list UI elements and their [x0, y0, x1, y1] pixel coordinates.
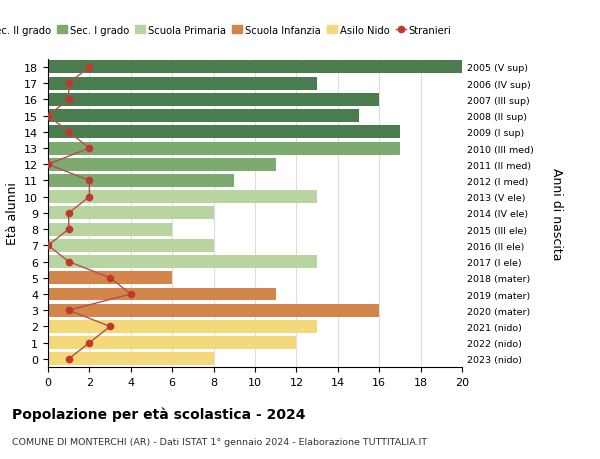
Bar	[48, 320, 317, 333]
Bar	[48, 304, 379, 317]
Bar	[48, 288, 276, 301]
Bar	[48, 336, 296, 349]
Bar	[48, 126, 400, 139]
Legend: Sec. II grado, Sec. I grado, Scuola Primaria, Scuola Infanzia, Asilo Nido, Stran: Sec. II grado, Sec. I grado, Scuola Prim…	[0, 22, 455, 39]
Text: COMUNE DI MONTERCHI (AR) - Dati ISTAT 1° gennaio 2024 - Elaborazione TUTTITALIA.: COMUNE DI MONTERCHI (AR) - Dati ISTAT 1°…	[12, 437, 427, 446]
Bar	[48, 110, 359, 123]
Bar	[48, 239, 214, 252]
Bar	[48, 223, 172, 236]
Bar	[48, 256, 317, 269]
Bar	[48, 142, 400, 155]
Bar	[48, 272, 172, 285]
Y-axis label: Età alunni: Età alunni	[5, 182, 19, 245]
Bar	[48, 353, 214, 365]
Bar	[48, 94, 379, 106]
Bar	[48, 191, 317, 204]
Bar	[48, 62, 462, 74]
Bar	[48, 158, 276, 171]
Y-axis label: Anni di nascita: Anni di nascita	[550, 167, 563, 260]
Text: Popolazione per età scolastica - 2024: Popolazione per età scolastica - 2024	[12, 406, 305, 421]
Bar	[48, 78, 317, 90]
Bar	[48, 207, 214, 220]
Bar	[48, 174, 235, 188]
